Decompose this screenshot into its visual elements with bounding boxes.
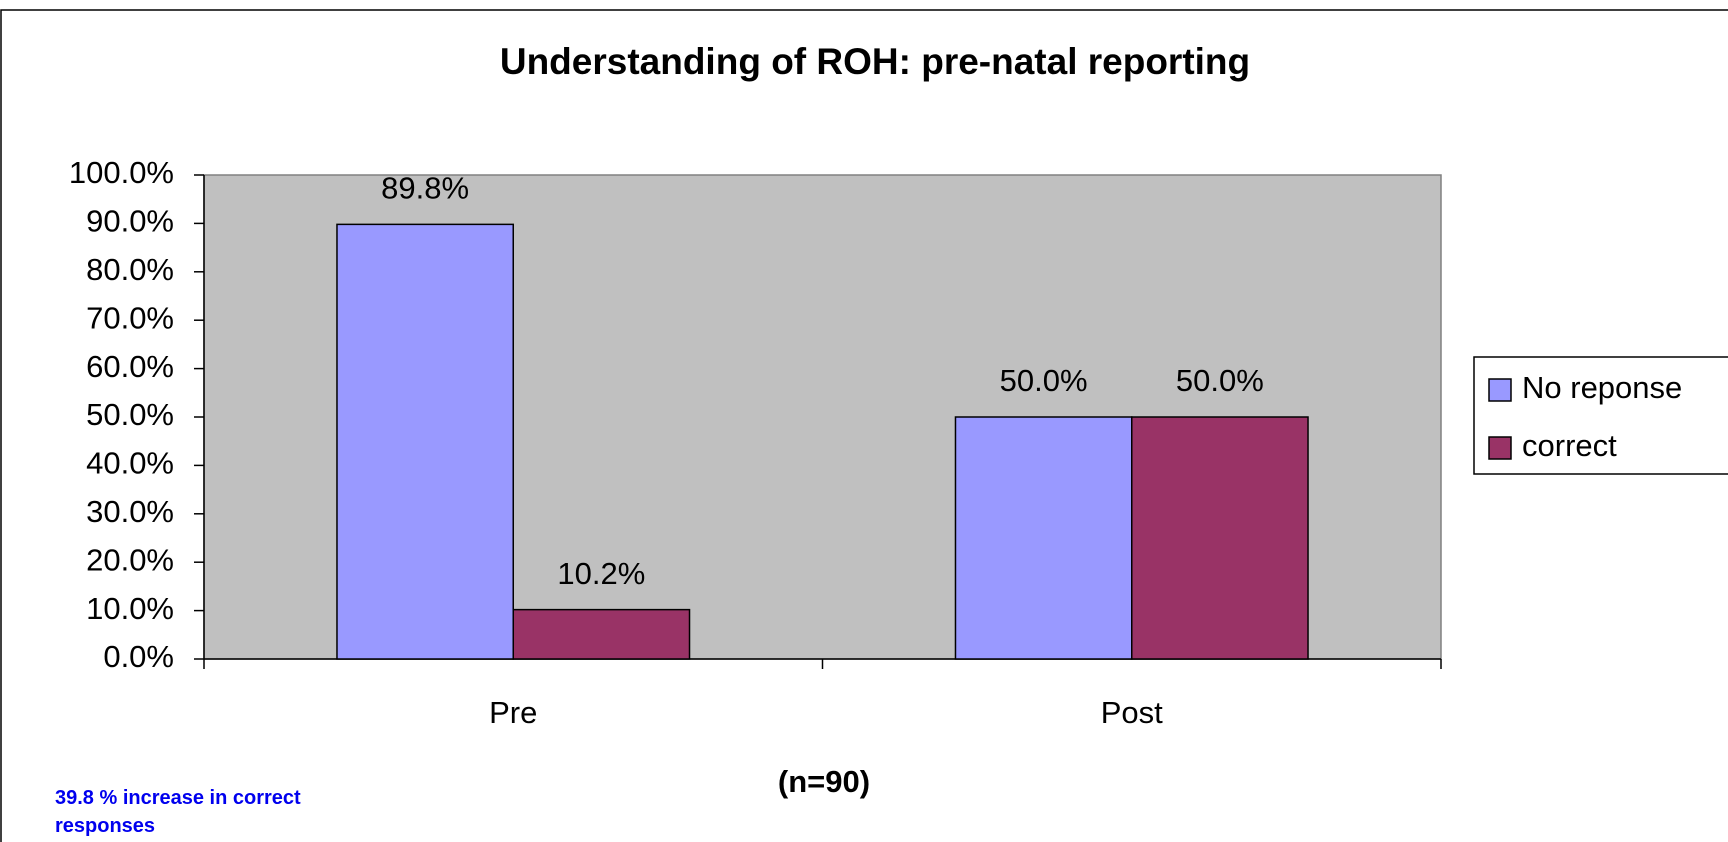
bar [1131,416,1309,660]
y-tick-label: 10.0% [86,591,174,626]
legend-box [1473,356,1728,475]
x-tick-label: Pre [489,695,537,730]
value-label: 50.0% [1176,363,1264,398]
x-tick-label: Post [1101,695,1163,730]
legend-label: No reponse [1522,370,1682,405]
annotation: 39.8 % increase in correct responses [55,787,301,837]
legend-swatch [1488,378,1512,402]
y-tick-label: 20.0% [86,542,174,577]
value-label: 89.8% [381,171,469,206]
bar [336,223,515,660]
x-axis-label: (n=90) [778,764,870,799]
y-tick-label: 40.0% [86,446,174,481]
y-tick-label: 60.0% [86,349,174,384]
y-tick-label: 0.0% [103,639,174,674]
chart-title: Understanding of ROH: pre-natal reportin… [500,41,1250,82]
y-tick-label: 30.0% [86,494,174,529]
y-tick-label: 90.0% [86,204,174,239]
legend-label: correct [1522,428,1617,463]
legend-swatch [1488,436,1512,460]
bar [512,608,691,660]
y-tick-label: 70.0% [86,300,174,335]
y-tick-label: 100.0% [69,155,174,190]
chart-border [0,9,1728,842]
y-tick-label: 80.0% [86,252,174,287]
value-label: 50.0% [1000,363,1088,398]
value-label: 10.2% [557,556,645,591]
y-tick-label: 50.0% [86,397,174,432]
bar [954,416,1133,660]
